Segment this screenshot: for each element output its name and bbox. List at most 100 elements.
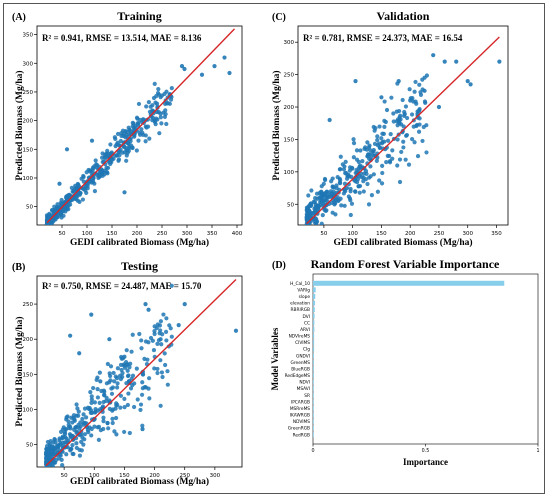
x-tick-label: 250	[179, 473, 190, 479]
data-point	[397, 157, 403, 162]
data-point	[368, 174, 373, 179]
data-point	[117, 153, 122, 158]
data-point	[413, 79, 418, 85]
data-point	[126, 373, 131, 378]
data-point	[49, 445, 54, 450]
data-point	[396, 78, 401, 84]
data-point	[390, 156, 395, 161]
data-point	[380, 170, 385, 176]
data-point	[375, 137, 380, 143]
bar-category-label: BlueRGB	[291, 366, 310, 372]
data-point	[125, 148, 130, 153]
data-point	[150, 103, 155, 108]
data-point	[59, 201, 65, 206]
bar	[313, 333, 315, 339]
data-point	[162, 91, 167, 96]
data-point	[95, 387, 100, 392]
data-point	[383, 119, 388, 125]
scatter-points	[44, 55, 232, 225]
bar-category-label: GreenRGB	[288, 426, 310, 432]
data-point	[114, 432, 119, 437]
data-point	[382, 99, 387, 104]
data-point	[147, 136, 152, 141]
data-point	[182, 301, 187, 307]
data-point	[389, 95, 394, 100]
data-point	[80, 416, 85, 422]
x-tick-label: 350	[491, 231, 502, 237]
bar-category-label: GNDVI	[296, 353, 310, 359]
data-point	[98, 379, 103, 384]
data-point	[165, 369, 170, 374]
data-point	[322, 191, 327, 196]
data-point	[415, 153, 421, 159]
data-point	[96, 437, 101, 442]
data-point	[343, 159, 348, 164]
data-point	[87, 169, 93, 174]
y-axis-label: Predicted Biomass (Mg/ha)	[14, 316, 25, 426]
bar	[313, 326, 315, 332]
data-point	[307, 212, 312, 218]
x-tick-label: 50	[59, 231, 66, 237]
data-point	[318, 189, 324, 194]
bar-category-label: CIg	[303, 347, 310, 353]
data-point	[158, 358, 163, 363]
data-point	[76, 191, 81, 196]
data-point	[52, 468, 56, 472]
data-point	[84, 170, 89, 175]
data-point	[307, 208, 312, 213]
data-point	[70, 189, 75, 194]
x-tick-label: 150	[376, 231, 387, 237]
data-point	[329, 179, 334, 184]
data-point	[385, 138, 391, 143]
data-point	[365, 154, 370, 159]
data-point	[169, 334, 174, 339]
data-point	[139, 127, 144, 132]
data-point	[233, 328, 239, 333]
data-point	[49, 468, 53, 472]
bar	[313, 346, 315, 352]
data-point	[146, 100, 151, 105]
data-point	[118, 393, 124, 398]
data-point	[351, 137, 356, 142]
data-point	[147, 376, 152, 381]
data-point	[143, 139, 148, 144]
data-point	[45, 439, 51, 445]
data-point	[353, 78, 358, 84]
data-point	[334, 183, 339, 188]
data-point	[305, 226, 309, 230]
data-point	[305, 231, 309, 235]
data-point	[394, 119, 399, 124]
data-point	[417, 106, 422, 112]
bar	[313, 412, 314, 418]
data-point	[59, 215, 64, 220]
plot-area	[36, 275, 243, 468]
data-point	[47, 452, 52, 457]
data-point	[96, 424, 102, 429]
fit-line	[306, 36, 500, 225]
data-point	[116, 157, 122, 162]
data-point	[77, 351, 82, 356]
data-point	[89, 397, 94, 402]
data-point	[108, 151, 113, 156]
data-point	[395, 137, 400, 142]
data-point	[158, 328, 163, 333]
bar	[313, 366, 314, 372]
chart-title: Testing	[121, 259, 158, 273]
data-point	[431, 53, 436, 58]
data-point	[89, 400, 94, 406]
bar-category-label: MSRreMS	[290, 406, 310, 412]
data-point	[44, 468, 48, 472]
data-point	[158, 115, 163, 120]
bar-category-label: CC	[304, 320, 310, 326]
y-tick-label: 50	[26, 205, 33, 211]
data-point	[306, 225, 310, 229]
x-axis-label: Importance	[403, 457, 448, 467]
data-point	[92, 424, 97, 429]
data-point	[57, 438, 62, 443]
data-point	[319, 195, 324, 200]
data-point	[106, 426, 111, 431]
data-point	[44, 467, 48, 471]
data-point	[101, 419, 106, 424]
data-point	[104, 170, 110, 175]
data-point	[66, 422, 71, 427]
